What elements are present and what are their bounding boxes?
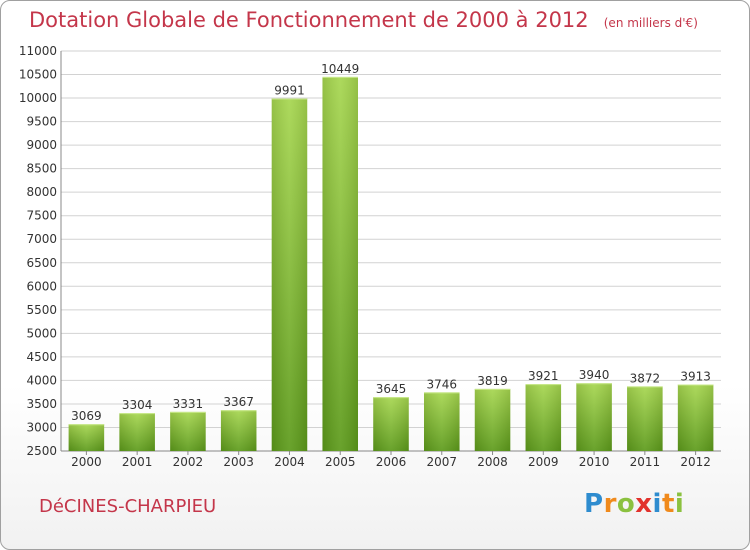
bar-layer xyxy=(68,76,714,451)
bar-value-label: 3746 xyxy=(426,377,457,391)
y-tick-label: 5500 xyxy=(26,303,57,317)
y-tick-label: 2500 xyxy=(26,444,57,458)
bar-value-label: 3913 xyxy=(680,370,711,384)
x-tick-label: 2012 xyxy=(680,455,711,469)
x-tick-label: 2007 xyxy=(426,455,457,469)
y-tick-label: 3500 xyxy=(26,397,57,411)
bar-value-label: 3872 xyxy=(630,371,661,385)
y-tick-label: 11000 xyxy=(19,44,57,58)
x-tick-label: 2008 xyxy=(477,455,508,469)
title-row: Dotation Globale de Fonctionnement de 20… xyxy=(29,8,698,32)
bar-value-label: 9991 xyxy=(274,83,305,97)
bar-value-label: 3304 xyxy=(122,398,153,412)
y-tick-label: 4500 xyxy=(26,350,57,364)
x-tick-label: 2011 xyxy=(630,455,661,469)
bar-shade xyxy=(271,98,308,451)
y-tick-label: 9500 xyxy=(26,115,57,129)
bar-shade xyxy=(322,76,358,451)
y-tick-label: 3000 xyxy=(26,420,57,434)
bar-shade xyxy=(68,424,105,451)
y-tick-label: 4000 xyxy=(26,373,57,387)
bar-shade xyxy=(474,388,511,451)
y-tick-label: 7500 xyxy=(26,209,57,223)
bar-value-label: 3921 xyxy=(528,369,559,383)
y-tick-label: 6000 xyxy=(26,279,57,293)
bar-shade xyxy=(119,413,155,451)
y-tick-label: 7000 xyxy=(26,232,57,246)
bar-value-label: 3367 xyxy=(223,395,254,409)
chart-subtitle: (en milliers d'€) xyxy=(603,16,698,30)
y-tick-label: 10500 xyxy=(19,68,57,82)
bar-shade xyxy=(677,384,714,451)
x-tick-label: 2006 xyxy=(376,455,407,469)
y-tick-label: 6500 xyxy=(26,256,57,270)
y-tick-label: 5000 xyxy=(26,326,57,340)
label-layer: 2500 3000 3500 4000 4500 5000 5500 6000 6500 7000… xyxy=(19,44,711,469)
bar-shade xyxy=(373,397,409,451)
bar-shade xyxy=(525,384,562,451)
y-tick-label: 8000 xyxy=(26,185,57,199)
x-tick-label: 2010 xyxy=(579,455,610,469)
proxiti-logo: Proxiti xyxy=(584,489,685,519)
bar-value-label: 3819 xyxy=(477,374,508,388)
bar-value-label: 3645 xyxy=(376,382,407,396)
bar-value-label: 10449 xyxy=(321,62,359,76)
bar-shade xyxy=(220,410,257,451)
x-tick-label: 2004 xyxy=(274,455,305,469)
y-tick-label: 8500 xyxy=(26,162,57,176)
bar-shade xyxy=(424,392,460,451)
bar-value-label: 3331 xyxy=(173,397,204,411)
x-tick-label: 2009 xyxy=(528,455,559,469)
y-tick-label: 9000 xyxy=(26,138,57,152)
x-tick-label: 2000 xyxy=(71,455,102,469)
x-tick-label: 2005 xyxy=(325,455,356,469)
bar-shade xyxy=(170,411,206,451)
bar-value-label: 3940 xyxy=(579,368,610,382)
y-tick-label: 10000 xyxy=(19,91,57,105)
bar-value-label: 3069 xyxy=(71,409,102,423)
bar-shade xyxy=(576,383,612,451)
x-tick-label: 2001 xyxy=(122,455,153,469)
x-tick-label: 2003 xyxy=(223,455,254,469)
chart-title: Dotation Globale de Fonctionnement de 20… xyxy=(29,8,589,32)
x-tick-label: 2002 xyxy=(173,455,204,469)
bar-shade xyxy=(627,386,663,451)
town-name: DéCINES-CHARPIEU xyxy=(39,496,217,517)
